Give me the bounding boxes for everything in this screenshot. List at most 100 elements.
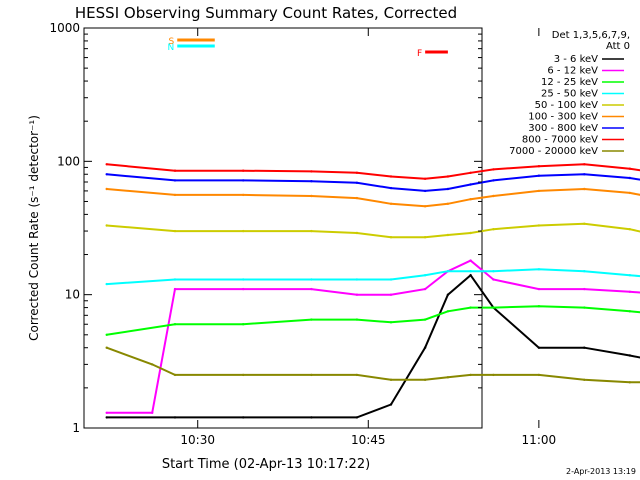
series-3-point	[310, 318, 313, 321]
y-axis-label: Corrected Count Rate (s⁻¹ detector⁻¹)	[27, 115, 41, 341]
series-3-point	[355, 318, 359, 321]
x-tick-label: 11:00	[522, 433, 557, 447]
series-7-point	[105, 173, 108, 176]
legend-label-9: 7000 - 20000 keV	[509, 146, 598, 157]
y-tick-label: 1	[72, 421, 80, 435]
series-line-9	[106, 346, 640, 384]
series-4-point	[310, 278, 313, 281]
series-line-4	[106, 268, 640, 286]
series-6-point	[492, 194, 495, 198]
series-5-point	[423, 236, 427, 239]
series-6-point	[628, 191, 631, 195]
series-1-point	[446, 293, 450, 296]
annotation-label-s: S	[169, 37, 175, 47]
x-tick-label: 10:45	[351, 433, 386, 447]
series-3-point	[492, 306, 495, 309]
series-9-point	[583, 378, 586, 381]
series-8-point	[446, 175, 450, 178]
series-2-point	[469, 259, 472, 262]
series-1-point	[105, 416, 108, 419]
series-6-point	[105, 187, 108, 191]
series-9-point	[628, 381, 631, 384]
series-9-point	[242, 373, 245, 377]
series-5-point	[310, 229, 313, 233]
series-6-point	[355, 196, 359, 200]
series-2-point	[105, 411, 108, 414]
series-5-point	[628, 228, 631, 231]
legend-label-4: 25 - 50 keV	[541, 89, 598, 100]
series-5-point	[446, 233, 450, 237]
series-4-point	[423, 274, 427, 277]
series-4-point	[469, 270, 472, 273]
series-8-point	[173, 169, 177, 172]
x-axis-label: Start Time (02-Apr-13 10:17:22)	[162, 457, 370, 472]
series-7-point	[310, 180, 313, 183]
series-7-point	[469, 183, 472, 186]
series-7-point	[446, 187, 450, 191]
series-2-point	[492, 278, 495, 281]
series-line-8	[106, 163, 640, 180]
series-6-point	[173, 193, 177, 197]
series-5-point	[389, 236, 393, 239]
series-9-point	[469, 373, 472, 377]
series-2-point	[151, 411, 154, 414]
series-8-point	[355, 171, 359, 174]
series-1-point	[537, 346, 541, 349]
legend-label-2: 6 - 12 keV	[547, 66, 598, 77]
series-4-point	[537, 268, 541, 271]
series-5-point	[492, 228, 495, 231]
legend-label-8: 800 - 7000 keV	[522, 135, 598, 146]
series-3-point	[105, 333, 108, 336]
series-3-point	[242, 323, 245, 326]
series-2-point	[310, 287, 313, 291]
series-4-point	[628, 274, 631, 277]
series-3-point	[469, 306, 472, 309]
series-8-point	[310, 170, 313, 173]
series-4-point	[242, 278, 245, 281]
series-9-point	[151, 363, 154, 366]
legend-label-6: 100 - 300 keV	[528, 112, 598, 123]
series-9-point	[446, 376, 450, 379]
series-8-point	[537, 165, 541, 168]
series-line-3	[106, 305, 640, 336]
series-2-point	[355, 293, 359, 296]
series-5-point	[105, 224, 108, 227]
chart-title: HESSI Observing Summary Count Rates, Cor…	[75, 4, 457, 22]
series-9-point	[537, 373, 541, 377]
series-7-point	[173, 179, 177, 182]
series-9-point	[355, 373, 359, 377]
series-6-point	[583, 187, 586, 191]
series-line-2	[106, 259, 640, 414]
series-2-point	[423, 287, 427, 291]
series-5-point	[242, 229, 245, 233]
legend-label-7: 300 - 800 keV	[528, 123, 598, 134]
series-8-point	[105, 163, 108, 166]
series-7-point	[537, 174, 541, 177]
series-5-point	[537, 224, 541, 227]
series-7-point	[423, 189, 427, 193]
annotation-label-f: F	[417, 49, 422, 59]
series-5-point	[173, 229, 177, 233]
series-6-point	[446, 202, 450, 205]
y-tick-label: 10	[65, 288, 80, 302]
series-6-point	[389, 202, 393, 205]
series-9-point	[492, 373, 495, 377]
series-9-point	[423, 378, 427, 381]
series-2-point	[537, 287, 541, 291]
legend-label-1: 3 - 6 keV	[554, 54, 598, 65]
series-9-point	[105, 346, 108, 349]
series-4-point	[389, 278, 393, 281]
series-1-point	[389, 403, 393, 406]
series-3-point	[537, 305, 541, 308]
series-3-point	[173, 323, 177, 326]
series-2-point	[389, 293, 393, 296]
series-7-point	[583, 173, 586, 176]
series-2-point	[628, 290, 631, 293]
series-3-point	[583, 306, 586, 309]
annotation-label-n: N	[168, 43, 175, 53]
series-8-point	[492, 168, 495, 171]
legend-header: Det 1,3,5,6,7,9,	[552, 30, 630, 41]
